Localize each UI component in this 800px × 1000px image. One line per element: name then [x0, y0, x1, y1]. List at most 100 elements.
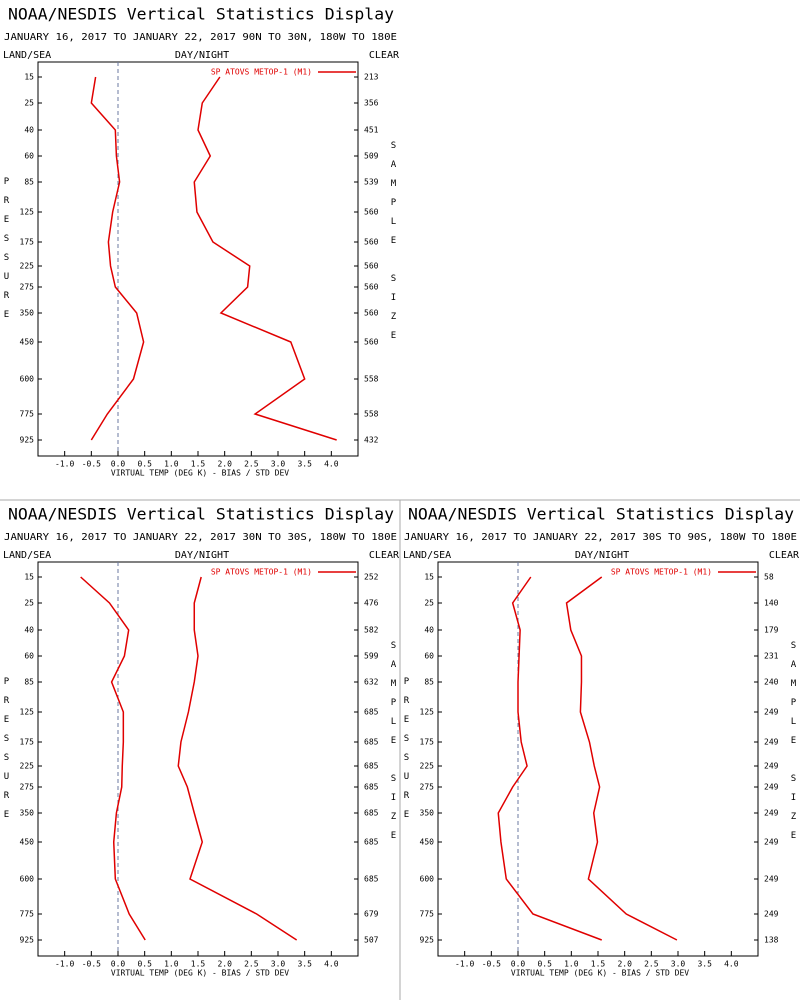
y-tick-label: 40: [24, 126, 34, 135]
panel: NOAA/NESDIS Vertical Statistics Display J…: [2, 505, 400, 978]
sample-size-label: 179: [764, 626, 779, 635]
sample-size-label: 685: [364, 708, 379, 717]
title: NOAA/NESDIS Vertical Statistics Display: [408, 505, 794, 524]
y-tick-label: 85: [424, 678, 434, 687]
y-tick-label: 775: [20, 910, 35, 919]
sample-size-label: 558: [364, 375, 379, 384]
sample-size-label: 582: [364, 626, 379, 635]
y-tick-label: 450: [20, 838, 35, 847]
legend-label: SP ATOVS METOP-1 (M1): [211, 568, 312, 577]
y-axis-label: PRESSURE: [2, 177, 12, 329]
y-tick-label: 60: [24, 152, 34, 161]
y2-axis-label: SAMPLE SIZE: [789, 641, 799, 850]
data-line: [193, 76, 337, 441]
sample-size-label: 252: [364, 573, 379, 582]
legend-label: SP ATOVS METOP-1 (M1): [611, 568, 712, 577]
y-tick-label: 275: [420, 783, 435, 792]
legend-label: SP ATOVS METOP-1 (M1): [211, 68, 312, 77]
y-tick-label: 275: [20, 283, 35, 292]
title: NOAA/NESDIS Vertical Statistics Display: [8, 505, 394, 524]
header: DAY/NIGHT: [175, 50, 229, 61]
x-tick-label: 3.0: [271, 460, 286, 469]
y-tick-label: 15: [24, 73, 34, 82]
y-tick-label: 600: [20, 875, 35, 884]
sample-size-label: 231: [764, 652, 779, 661]
x-tick-label: 1.0: [164, 460, 179, 469]
x-tick-label: 2.5: [244, 960, 259, 969]
x-tick-label: 4.0: [324, 960, 339, 969]
sample-size-label: 432: [364, 436, 379, 445]
sample-size-label: 476: [364, 599, 379, 608]
sample-size-label: 560: [364, 338, 379, 347]
y-tick-label: 350: [20, 809, 35, 818]
x-tick-label: 3.5: [297, 960, 312, 969]
header: LAND/SEA: [403, 550, 451, 561]
y-tick-label: 85: [24, 678, 34, 687]
y-tick-label: 450: [20, 338, 35, 347]
y-tick-label: 775: [420, 910, 435, 919]
title: NOAA/NESDIS Vertical Statistics Display: [8, 5, 394, 24]
sample-size-label: 560: [364, 262, 379, 271]
sample-size-label: 685: [364, 875, 379, 884]
y-tick-label: 60: [24, 652, 34, 661]
header: LAND/SEA: [3, 550, 51, 561]
y-tick-label: 275: [20, 783, 35, 792]
subtitle: JANUARY 16, 2017 TO JANUARY 22, 2017 90N…: [4, 32, 397, 43]
sample-size-label: 58: [764, 573, 774, 582]
sample-size-label: 140: [764, 599, 779, 608]
y-tick-label: 175: [20, 738, 35, 747]
y-tick-label: 175: [420, 738, 435, 747]
sample-size-label: 679: [364, 910, 379, 919]
sample-size-label: 685: [364, 738, 379, 747]
header: CLEAR: [369, 550, 400, 561]
sample-size-label: 249: [764, 910, 779, 919]
header: CLEAR: [769, 550, 800, 561]
x-tick-label: -1.0: [455, 960, 474, 969]
y-tick-label: 450: [420, 838, 435, 847]
header: DAY/NIGHT: [575, 550, 629, 561]
sample-size-label: 685: [364, 838, 379, 847]
y-axis-label: PRESSURE: [402, 677, 412, 829]
data-line: [90, 76, 145, 441]
sample-size-label: 685: [364, 783, 379, 792]
sample-size-label: 539: [364, 178, 379, 187]
x-axis-label: VIRTUAL TEMP (DEG K) - BIAS / STD DEV: [111, 469, 289, 478]
y-tick-label: 600: [20, 375, 35, 384]
y-tick-label: 25: [24, 99, 34, 108]
x-axis-label: VIRTUAL TEMP (DEG K) - BIAS / STD DEV: [511, 969, 689, 978]
header: LAND/SEA: [3, 50, 51, 61]
y-tick-label: 350: [20, 309, 35, 318]
sample-size-label: 249: [764, 809, 779, 818]
x-axis-label: VIRTUAL TEMP (DEG K) - BIAS / STD DEV: [111, 969, 289, 978]
y-tick-label: 350: [420, 809, 435, 818]
x-tick-label: 3.5: [297, 460, 312, 469]
y2-axis-label: SAMPLE SIZE: [389, 641, 399, 850]
sample-size-label: 249: [764, 708, 779, 717]
data-line: [80, 576, 146, 941]
x-tick-label: 2.5: [644, 960, 659, 969]
y-tick-label: 15: [424, 573, 434, 582]
sample-size-label: 249: [764, 762, 779, 771]
y-tick-label: 85: [24, 178, 34, 187]
sample-size-label: 507: [364, 936, 379, 945]
y-axis-label: PRESSURE: [2, 677, 12, 829]
y-tick-label: 925: [20, 936, 35, 945]
x-tick-label: 4.0: [724, 960, 739, 969]
sample-size-label: 685: [364, 809, 379, 818]
y-tick-label: 175: [20, 238, 35, 247]
y-tick-label: 600: [420, 875, 435, 884]
data-line: [177, 576, 298, 941]
x-tick-label: 1.5: [191, 960, 206, 969]
y2-axis-label: SAMPLE SIZE: [389, 141, 399, 350]
sample-size-label: 599: [364, 652, 379, 661]
subtitle: JANUARY 16, 2017 TO JANUARY 22, 2017 30N…: [4, 532, 397, 543]
sample-size-label: 560: [364, 238, 379, 247]
x-tick-label: 1.0: [164, 960, 179, 969]
y-tick-label: 15: [24, 573, 34, 582]
x-tick-label: -0.5: [82, 960, 101, 969]
sample-size-label: 558: [364, 410, 379, 419]
x-tick-label: 0.5: [137, 960, 152, 969]
x-tick-label: 1.0: [564, 960, 579, 969]
x-tick-label: 3.0: [271, 960, 286, 969]
x-tick-label: -1.0: [55, 960, 74, 969]
